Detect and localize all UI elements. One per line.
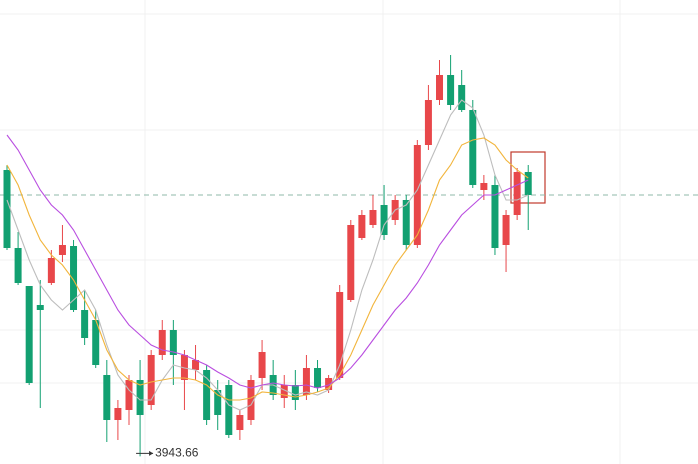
- candle-body: [291, 385, 299, 400]
- candle-body: [158, 330, 166, 355]
- candle-body: [347, 225, 355, 300]
- candle-body: [169, 330, 177, 355]
- candle-body: [369, 210, 377, 225]
- candle-body: [314, 368, 322, 388]
- candle-body: [81, 310, 89, 338]
- candle-body: [380, 205, 388, 235]
- candle-body: [424, 100, 432, 145]
- candle-body: [258, 352, 266, 378]
- candle-body: [136, 380, 144, 415]
- moving-average-line: [6, 134, 529, 389]
- candle-body: [92, 320, 100, 365]
- moving-average-line: [6, 137, 529, 401]
- moving-average-line: [6, 99, 529, 411]
- candle-body: [480, 183, 488, 190]
- candle-body: [247, 380, 255, 420]
- candle-body: [214, 390, 222, 415]
- candle-body: [192, 360, 200, 370]
- low-marker-arrow: [149, 450, 154, 456]
- candle-body: [225, 385, 233, 435]
- candle-body: [147, 355, 155, 405]
- candle-body: [70, 246, 78, 310]
- candle-body: [502, 215, 510, 245]
- candle-body: [469, 110, 477, 185]
- candle-body: [336, 292, 344, 378]
- candle-body: [413, 145, 421, 245]
- candle-body: [36, 305, 44, 310]
- candle-body: [436, 75, 444, 100]
- candle-body: [280, 385, 288, 398]
- candle-body: [325, 378, 333, 390]
- candle-body: [513, 172, 521, 215]
- candle-body: [47, 258, 55, 283]
- candle-body: [203, 370, 211, 420]
- candle-body: [302, 368, 310, 395]
- candle-body: [236, 415, 244, 430]
- candle-body: [358, 215, 366, 238]
- candle-body: [524, 172, 532, 195]
- candle-body: [103, 375, 111, 420]
- candle-body: [402, 200, 410, 245]
- candle-body: [25, 286, 33, 383]
- candle-body: [3, 170, 11, 248]
- candle-body: [114, 408, 122, 420]
- low-label: 3943.66: [155, 446, 199, 460]
- candle-body: [58, 245, 66, 255]
- candle-body: [491, 185, 499, 248]
- candle-body: [125, 380, 133, 410]
- candle-body: [458, 85, 466, 110]
- candle-body: [14, 248, 22, 283]
- candle-body: [447, 75, 455, 105]
